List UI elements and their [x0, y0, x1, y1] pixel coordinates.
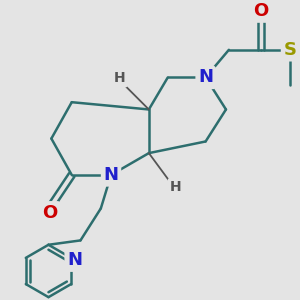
- Text: S: S: [284, 41, 296, 59]
- Text: O: O: [42, 204, 58, 222]
- Text: N: N: [198, 68, 213, 86]
- Text: N: N: [67, 251, 82, 269]
- Text: O: O: [253, 2, 268, 20]
- Text: N: N: [103, 166, 118, 184]
- Text: H: H: [170, 180, 182, 194]
- Text: H: H: [114, 71, 126, 85]
